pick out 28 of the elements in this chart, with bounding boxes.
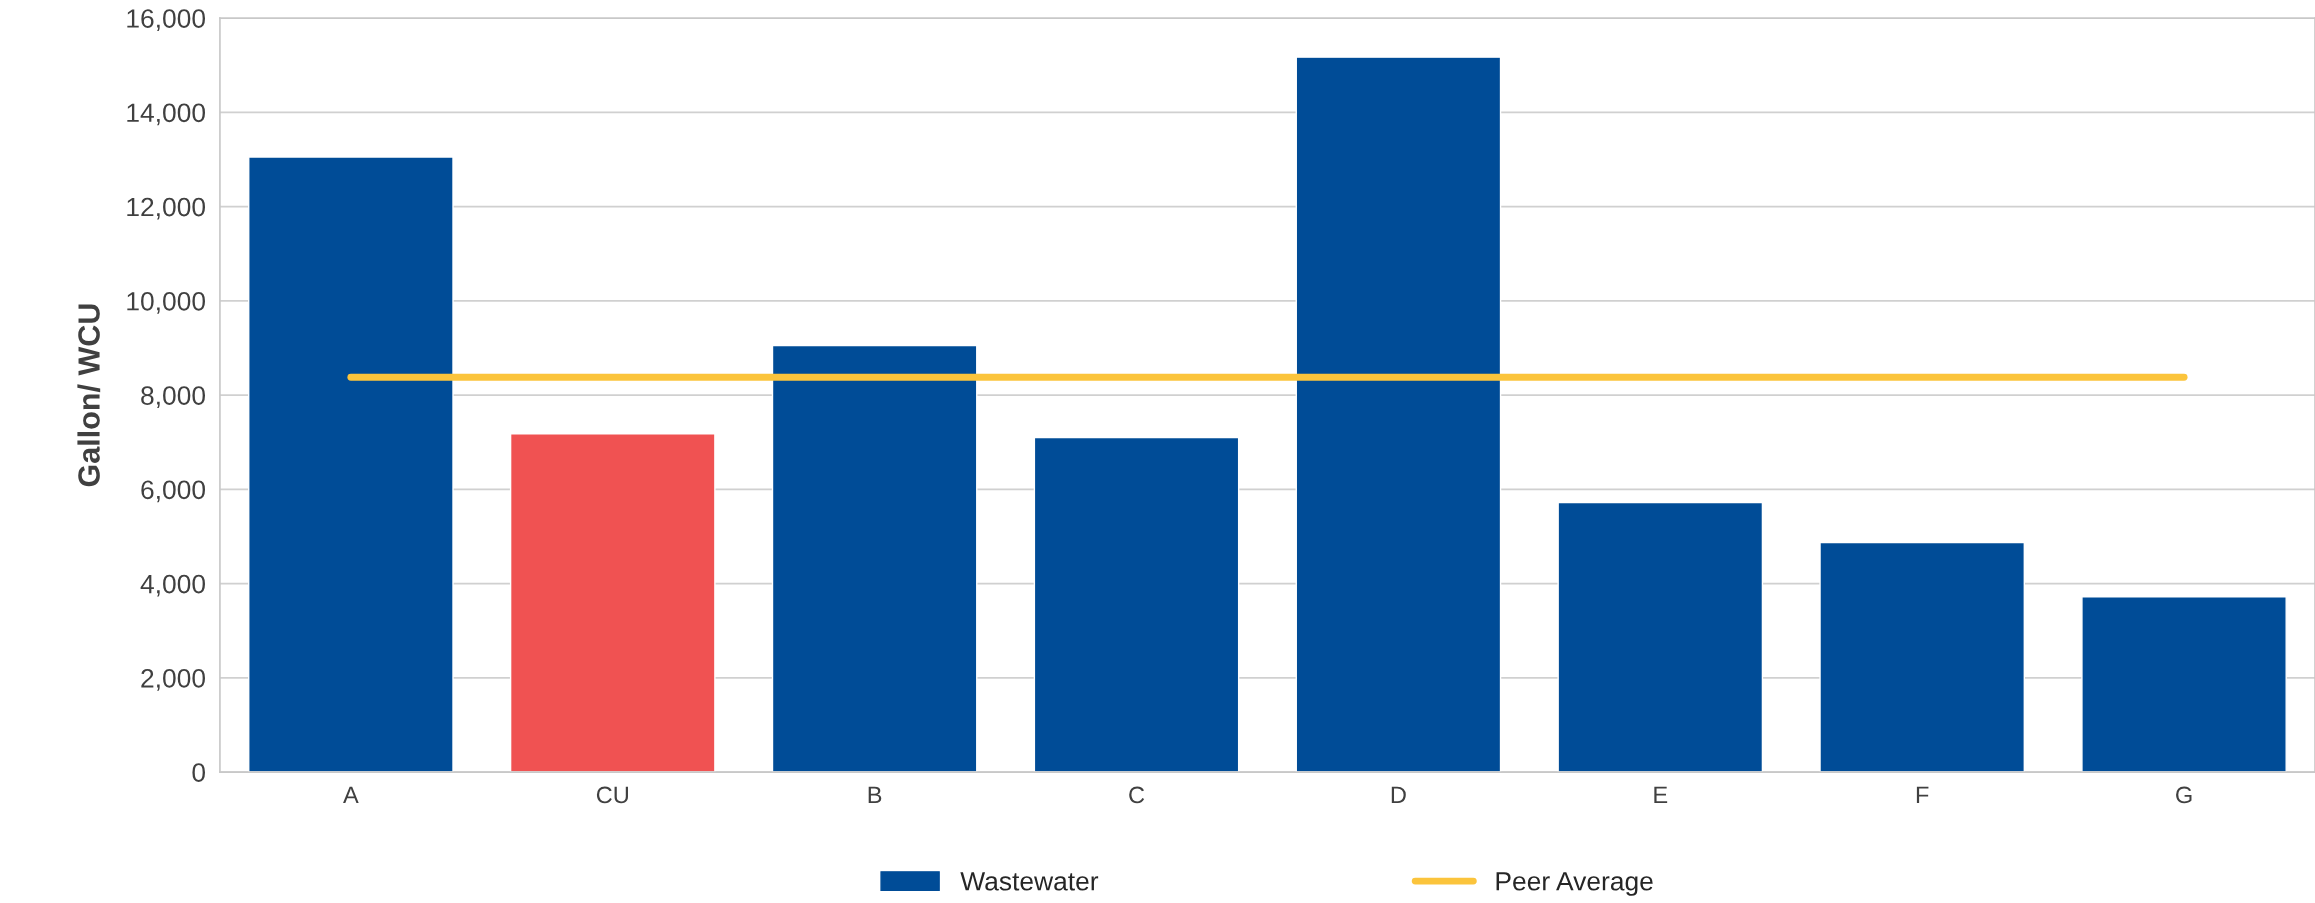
x-tick-label: D — [1391, 786, 1406, 804]
bar — [2081, 596, 2287, 773]
y-axis-title: Gallon/ WCU — [77, 304, 101, 487]
y-tick-label: 14,000 — [127, 103, 206, 126]
bar — [248, 156, 454, 773]
y-tick-label: 8,000 — [141, 386, 206, 408]
y-tick-label: 4,000 — [140, 574, 206, 597]
y-tick-label: 2,000 — [141, 668, 206, 691]
x-tick-label: G — [2176, 786, 2192, 804]
y-tick-label: 6,000 — [141, 480, 206, 503]
y-tick-label: 10,000 — [127, 291, 206, 314]
x-tick-label: CU — [596, 786, 628, 804]
x-tick-label: E — [1654, 786, 1668, 804]
bar — [1557, 501, 1764, 773]
legend-label: Wastewater — [960, 872, 1099, 891]
bar — [1033, 436, 1240, 773]
bar — [771, 344, 978, 773]
legend-label: Peer Average — [1496, 872, 1653, 896]
y-tick-label: 12,000 — [127, 197, 206, 220]
y-tick-label: 16,000 — [127, 9, 206, 31]
x-tick-label: A — [343, 786, 359, 804]
x-tick-label: C — [1129, 786, 1145, 804]
bar — [509, 433, 716, 773]
x-tick-label: B — [868, 786, 882, 804]
x-tick-label: F — [1916, 786, 1929, 804]
bar — [1295, 56, 1502, 773]
bar — [1819, 541, 2026, 773]
y-tick-label: 0 — [192, 763, 206, 782]
